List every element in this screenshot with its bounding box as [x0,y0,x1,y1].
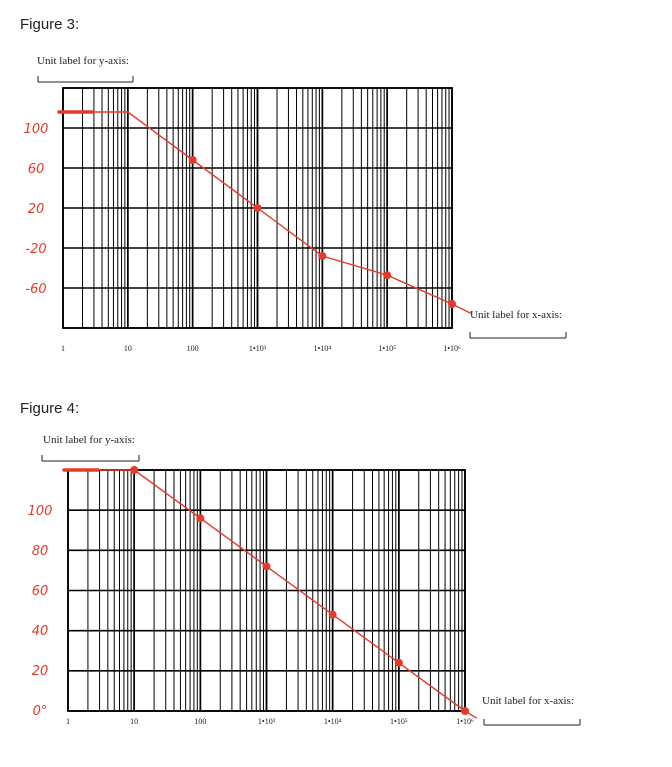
x-tick-label: 1•10⁴ [314,344,332,353]
x-tick-label: 1•10⁶ [443,344,461,353]
y-tick-label: -20 [25,242,46,257]
figure-3-y-unit-label: Unit label for y-axis: [37,55,129,67]
data-point [383,271,392,280]
y-tick-label: 100 [24,122,49,137]
series-line [68,469,478,719]
data-point [253,204,262,212]
data-point [461,707,469,715]
figure-4-y-unit-label: Unit label for y-axis: [43,434,135,446]
plot-frame [62,87,453,329]
y-tick-label: 60 [32,584,49,599]
x-tick-label: 1•10³ [258,717,276,726]
grid [67,469,466,712]
x-tick-label: 1•10⁵ [378,344,396,353]
data-point [328,610,337,619]
figure-3-chart: 1 10 100 1•10³ 1•10⁴ 1•10⁵ 1•10⁶ 100 60 20 -20 -60 [24,87,472,353]
data-point [394,658,403,667]
y-tick-label: 40 [32,624,49,639]
data-point [262,562,271,571]
y-tick-label: 20 [28,202,45,217]
figure-3-title: Figure 3: [20,16,79,33]
data-point [188,156,197,164]
data-point [196,514,205,523]
grid [62,87,453,329]
y-tick-label: 80 [32,544,49,559]
x-tick-label: 1 [66,717,70,726]
figure-4-x-unit-label: Unit label for x-axis: [482,695,574,707]
figure-4-title: Figure 4: [20,400,79,417]
x-tick-label: 10 [124,344,132,353]
x-tick-label: 100 [194,717,206,726]
figure-3-y-unit-blank[interactable] [37,76,134,83]
figure-4-chart: 1 10 100 1•10³ 1•10⁴ 1•10⁵ 1•10⁶ 100 80 60 40 20 0° [28,466,478,726]
series-line [63,111,472,315]
x-tick-label: 100 [187,344,199,353]
y-tick-label: -60 [25,282,46,297]
x-tick-label: 10 [130,717,138,726]
x-tick-label: 1•10³ [249,344,267,353]
data-point [318,252,327,260]
figure-3-x-unit-label: Unit label for x-axis: [470,309,562,321]
x-tick-label: 1•10⁴ [324,717,342,726]
y-tick-label: 60 [28,162,45,177]
figure-4-x-unit-blank[interactable] [483,719,581,726]
y-tick-label: 0° [33,704,48,719]
plot-frame [67,469,466,712]
x-tick-label: 1•10⁶ [456,717,474,726]
figure-3-x-unit-blank[interactable] [469,332,567,339]
y-tick-label: 100 [28,504,53,519]
figure-4-y-unit-blank[interactable] [41,455,140,462]
x-tick-label: 1•10⁵ [390,717,408,726]
data-point [448,300,456,308]
y-tick-label: 20 [32,664,49,679]
x-tick-label: 1 [61,344,65,353]
data-point [130,466,139,474]
